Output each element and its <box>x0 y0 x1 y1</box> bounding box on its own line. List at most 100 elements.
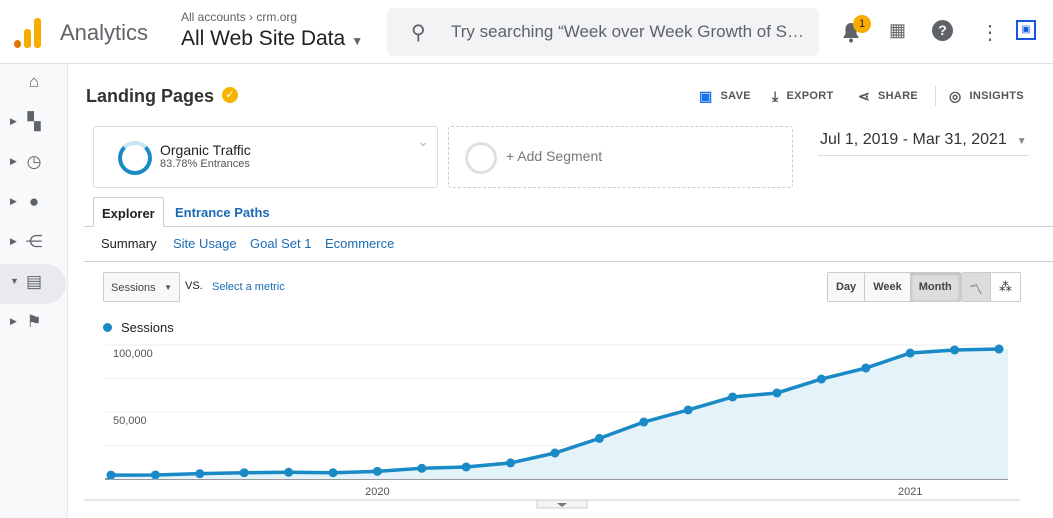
explorer-subtabs: Summary Site Usage Goal Set 1 Ecommerce <box>84 227 1053 262</box>
share-button[interactable]: ⋖ SHARE <box>858 88 918 105</box>
add-segment-label: + Add Segment <box>506 148 603 164</box>
apps-grid-icon[interactable]: ▦ <box>889 20 907 40</box>
motion-chart-icon[interactable]: ⁂ <box>999 279 1012 294</box>
subtab-goal-set-1[interactable]: Goal Set 1 <box>250 236 312 251</box>
add-segment-button[interactable]: + Add Segment <box>448 126 793 188</box>
expand-arrow-icon: ▶ <box>10 236 17 246</box>
analytics-logo-icon[interactable] <box>14 16 42 48</box>
chevron-down-icon <box>557 503 567 507</box>
search-icon: ⚲ <box>411 22 426 44</box>
expand-arrow-icon: ▶ <box>10 116 17 126</box>
save-icon: ▣ <box>699 88 713 104</box>
day-button[interactable]: Day <box>828 273 866 301</box>
data-point <box>550 448 560 458</box>
chart-legend: Sessions <box>103 320 174 335</box>
sidebar-item-realtime[interactable]: ▶ ◷ <box>0 144 66 184</box>
customization-icon: ▚ <box>27 112 41 131</box>
tab-entrance-paths[interactable]: Entrance Paths <box>175 205 270 220</box>
caret-down-icon: ▼ <box>164 283 172 292</box>
account-breadcrumb[interactable]: All accounts › crm.org <box>181 10 298 24</box>
sidebar-item-audience[interactable]: ▶ ● <box>0 184 66 224</box>
home-icon: ⌂ <box>28 72 40 91</box>
account-avatar[interactable]: ▣ <box>1016 20 1036 40</box>
chart-type-toggle: 〽 ⁂ <box>961 272 1021 302</box>
acquisition-icon: ⋲ <box>25 232 43 251</box>
subtab-ecommerce[interactable]: Ecommerce <box>325 236 395 251</box>
sidebar-item-home[interactable]: ⌂ <box>0 64 66 104</box>
x-tick-label: 2020 <box>365 486 389 498</box>
segment-card[interactable]: Organic Traffic 83.78% Entrances ⌄ <box>93 126 438 188</box>
behavior-icon: ▤ <box>25 272 43 291</box>
insights-button[interactable]: ◎ INSIGHTS <box>949 88 1024 105</box>
data-point <box>506 458 516 468</box>
data-point <box>905 348 915 358</box>
data-point <box>328 468 338 478</box>
view-name: All Web Site Data <box>181 27 346 50</box>
vs-label: VS. <box>185 280 203 292</box>
export-label: EXPORT <box>786 90 834 102</box>
data-point <box>861 363 871 373</box>
export-icon: ⤓ <box>772 88 779 104</box>
data-point <box>772 388 782 398</box>
segment-ring-icon <box>118 141 152 175</box>
subtab-summary[interactable]: Summary <box>101 236 157 251</box>
tab-explorer[interactable]: Explorer <box>93 197 164 227</box>
y-tick-label: 50,000 <box>113 415 147 427</box>
segment-name: Organic Traffic <box>160 142 251 158</box>
empty-segment-ring-icon <box>465 142 497 174</box>
metric-select[interactable]: Sessions ▼ <box>103 272 180 302</box>
date-range-picker[interactable]: Jul 1, 2019 - Mar 31, 2021 ▼ <box>818 128 1029 156</box>
share-icon: ⋖ <box>858 88 871 104</box>
data-point <box>284 467 294 477</box>
notification-badge: 1 <box>853 15 871 33</box>
search-box[interactable]: ⚲ Try searching “Week over Week Growth o… <box>387 8 819 56</box>
subtab-site-usage[interactable]: Site Usage <box>173 236 237 251</box>
help-icon[interactable]: ? <box>932 20 953 41</box>
app-title: Analytics <box>60 20 149 45</box>
verified-badge-icon: ✓ <box>222 87 238 103</box>
sidebar-item-customization[interactable]: ▶ ▚ <box>0 104 66 144</box>
audience-person-icon: ● <box>28 192 40 211</box>
share-label: SHARE <box>878 90 919 102</box>
data-point <box>239 468 249 478</box>
caret-down-icon: ▼ <box>1016 136 1027 147</box>
x-tick-label: 2021 <box>898 486 922 498</box>
sidebar-item-acquisition[interactable]: ▶ ⋲ <box>0 224 66 264</box>
page-title: Landing Pages <box>86 86 215 106</box>
caret-down-icon: ▼ <box>351 34 364 48</box>
sidebar: ⌂ ▶ ▚ ▶ ◷ ▶ ● ▶ ⋲ ▼ ▤ ▶ ⚑ <box>0 64 68 518</box>
legend-label: Sessions <box>121 320 174 335</box>
data-point <box>372 466 382 476</box>
sidebar-item-conversions[interactable]: ▶ ⚑ <box>0 304 66 344</box>
top-bar: Analytics All accounts › crm.org All Web… <box>0 0 1053 64</box>
collapse-arrow-icon: ▼ <box>10 276 19 286</box>
expand-arrow-icon: ▶ <box>10 316 17 326</box>
data-point <box>461 462 471 472</box>
chevron-down-icon[interactable]: ⌄ <box>417 133 429 149</box>
expand-arrow-icon: ▶ <box>10 196 17 206</box>
data-point <box>594 433 604 443</box>
week-button[interactable]: Week <box>865 273 911 301</box>
data-point <box>417 463 427 473</box>
divider <box>935 86 936 106</box>
realtime-clock-icon: ◷ <box>26 152 42 171</box>
save-button[interactable]: ▣ SAVE <box>699 88 751 105</box>
insights-label: INSIGHTS <box>969 90 1024 102</box>
more-vert-icon[interactable]: ⋮ <box>980 22 1000 44</box>
save-label: SAVE <box>720 90 751 102</box>
sidebar-item-behavior[interactable]: ▼ ▤ <box>0 264 66 304</box>
data-point <box>639 417 649 427</box>
data-point <box>106 470 116 480</box>
metric-value: Sessions <box>111 282 156 294</box>
granularity-toggle: Day Week Month <box>827 272 961 302</box>
line-chart-icon[interactable]: 〽 <box>962 273 991 301</box>
month-button[interactable]: Month <box>910 273 960 301</box>
export-button[interactable]: ⤓ EXPORT <box>772 88 834 105</box>
data-point <box>150 470 160 480</box>
data-point <box>950 345 960 355</box>
select-metric-link[interactable]: Select a metric <box>212 281 285 293</box>
view-selector[interactable]: All Web Site Data ▼ <box>181 27 363 51</box>
segment-detail: 83.78% Entrances <box>160 158 250 170</box>
date-range-value: Jul 1, 2019 - Mar 31, 2021 <box>820 131 1007 148</box>
